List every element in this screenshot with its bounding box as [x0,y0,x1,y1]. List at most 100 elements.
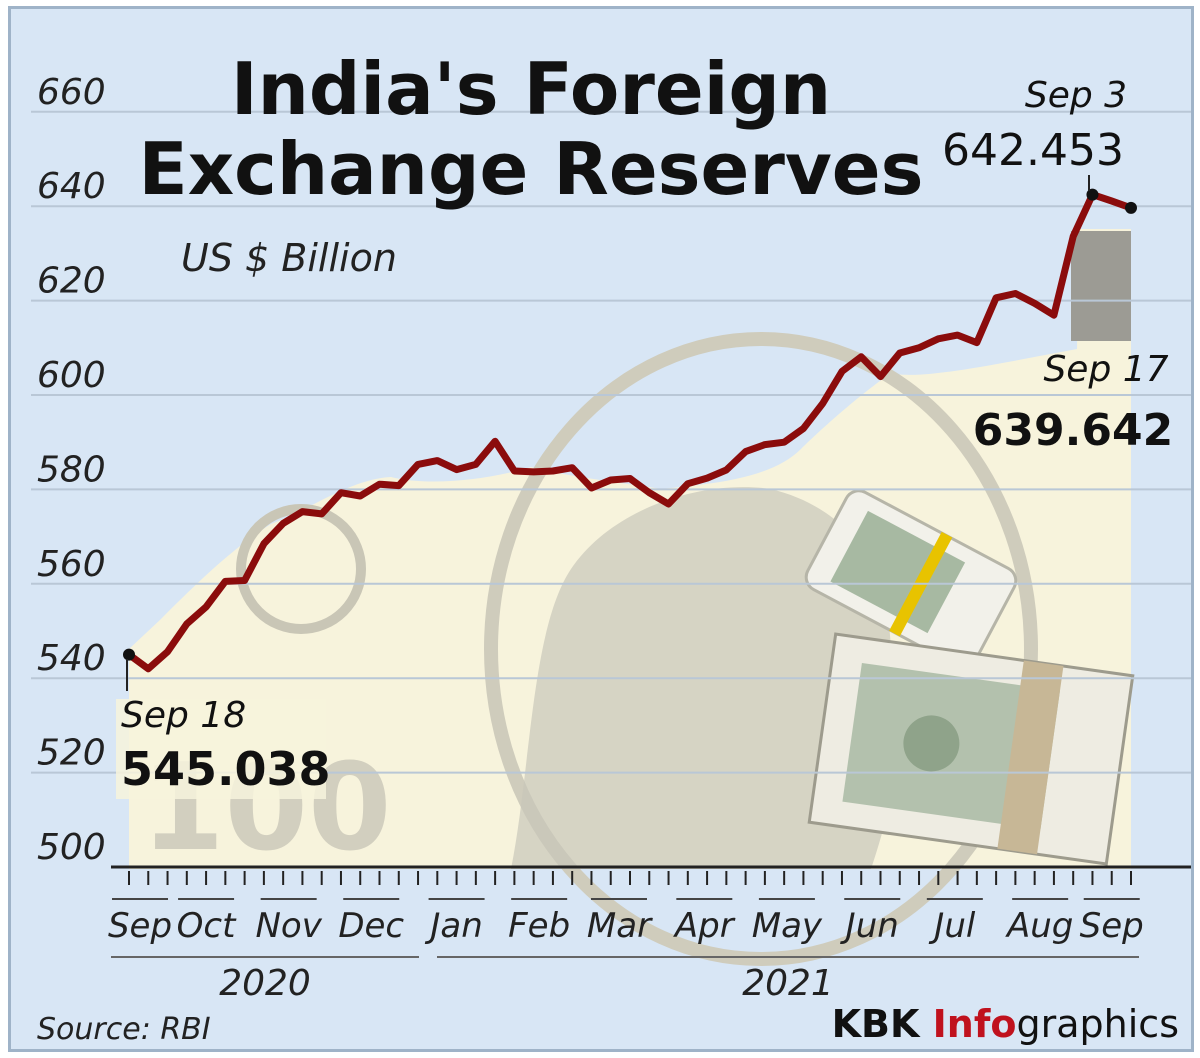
data-point-1 [146,667,150,671]
data-point-16 [435,459,439,463]
data-point-13 [378,482,381,486]
chart-subtitle: US $ Billion [181,236,397,280]
data-point-35 [801,427,805,431]
y-tick-label-560: 560 [37,544,106,585]
chart-title-line-2: Exchange Reserves [139,127,924,211]
data-point-23 [570,466,574,470]
start-annotation: Sep 18 545.038 [116,659,331,799]
y-tick-labels: 500 520 540 560 580 600 620 640 660 [37,72,106,868]
data-point-29 [686,482,690,486]
money-roll-image [804,489,1018,669]
data-point-5 [223,579,227,583]
data-point-21 [532,470,536,474]
y-tick-label-580: 580 [37,449,106,490]
y-gridlines [31,110,1191,774]
start-marker [123,648,135,661]
data-point-14 [397,484,401,488]
brand-part-3: graphics [1017,1002,1179,1046]
data-point-44 [975,341,979,345]
y-tick-label-500: 500 [37,827,106,868]
data-point-22 [551,469,555,473]
data-point-9 [300,510,304,514]
data-point-2 [166,650,170,654]
data-point-3 [185,622,189,626]
reserves-series [123,188,1137,673]
end-value-label: 639.642 [973,405,1173,456]
data-point-15 [416,462,420,466]
data-point-31 [724,468,728,472]
data-point-34 [782,440,786,444]
x-year-label-2020: 2020 [219,963,311,1004]
source-label: Source: RBI [37,1012,211,1047]
x-month-label-1: Oct [177,906,237,946]
brand-part-1: KBK [832,1002,933,1046]
data-point-27 [647,491,651,495]
x-month-label-8: May [752,906,823,946]
data-point-25 [609,478,613,482]
money-stack-image [807,632,1135,866]
data-point-40 [898,351,902,355]
data-point-42 [936,337,940,341]
data-point-11 [339,491,343,495]
x-month-label-11: Aug [1005,906,1073,946]
data-point-48 [1052,313,1056,317]
data-point-12 [358,494,362,498]
x-month-label-10: Jul [928,906,976,946]
data-point-43 [956,333,960,337]
x-month-label-5: Feb [508,906,570,946]
y-tick-label-600: 600 [37,355,106,396]
data-point-36 [821,401,825,405]
peak-value-label: 642.453 [942,125,1124,176]
x-month-label-7: Apr [673,906,736,946]
start-date-label: Sep 18 [121,695,246,736]
data-point-26 [628,477,632,481]
x-month-label-9: Jun [840,906,899,946]
data-point-41 [917,346,921,350]
x-month-label-4: Jan [424,906,482,946]
data-point-33 [763,443,767,447]
start-value-label: 545.038 [121,742,331,796]
chart-title-line-1: India's Foreign [231,47,831,131]
data-point-38 [859,355,863,359]
data-point-47 [1033,301,1037,305]
data-point-46 [1013,292,1017,296]
data-point-37 [840,369,844,373]
y-tick-label-620: 620 [37,261,106,302]
infographic-frame: 100 500 520 540 560 580 600 620 640 660 Sep Oct No… [8,6,1194,1052]
data-point-20 [512,469,516,473]
end-annotation: Sep 17 639.642 [973,349,1173,456]
data-point-51 [1110,199,1114,203]
brand-logo: KBK Infographics [832,1002,1179,1046]
x-month-label-3: Dec [338,906,404,946]
y-tick-label-540: 540 [37,638,106,679]
data-point-49 [1071,234,1075,238]
x-year-label-2021: 2021 [742,963,834,1004]
end-date-label: Sep 17 [1043,349,1168,390]
data-point-4 [204,605,208,609]
y-tick-label-520: 520 [37,733,106,774]
data-point-19 [493,439,497,443]
bill-top-corner [1071,231,1131,341]
x-axis: Sep Oct Nov Dec Jan Feb Mar Apr May Jun Jul Aug Sep2… [108,865,1191,1004]
x-month-label-6: Mar [587,906,653,946]
data-point-10 [320,512,324,516]
data-point-28 [667,502,671,506]
data-point-45 [994,296,998,300]
portrait-oval [484,332,1038,966]
x-month-label-0: Sep [108,906,172,946]
end-marker [1125,201,1137,214]
x-month-label-2: Nov [255,906,322,946]
data-point-32 [744,450,748,454]
data-point-39 [879,375,882,379]
peak-date-label: Sep 3 [1025,75,1127,116]
peak-marker [1086,188,1099,201]
y-tick-label-640: 640 [37,166,106,207]
data-point-6 [243,578,247,582]
peak-annotation: Sep 3 642.453 [942,75,1127,191]
data-point-24 [589,486,593,490]
data-point-17 [455,468,459,472]
x-month-label-12: Sep [1080,906,1144,946]
data-point-7 [262,542,266,546]
data-point-30 [705,476,709,480]
